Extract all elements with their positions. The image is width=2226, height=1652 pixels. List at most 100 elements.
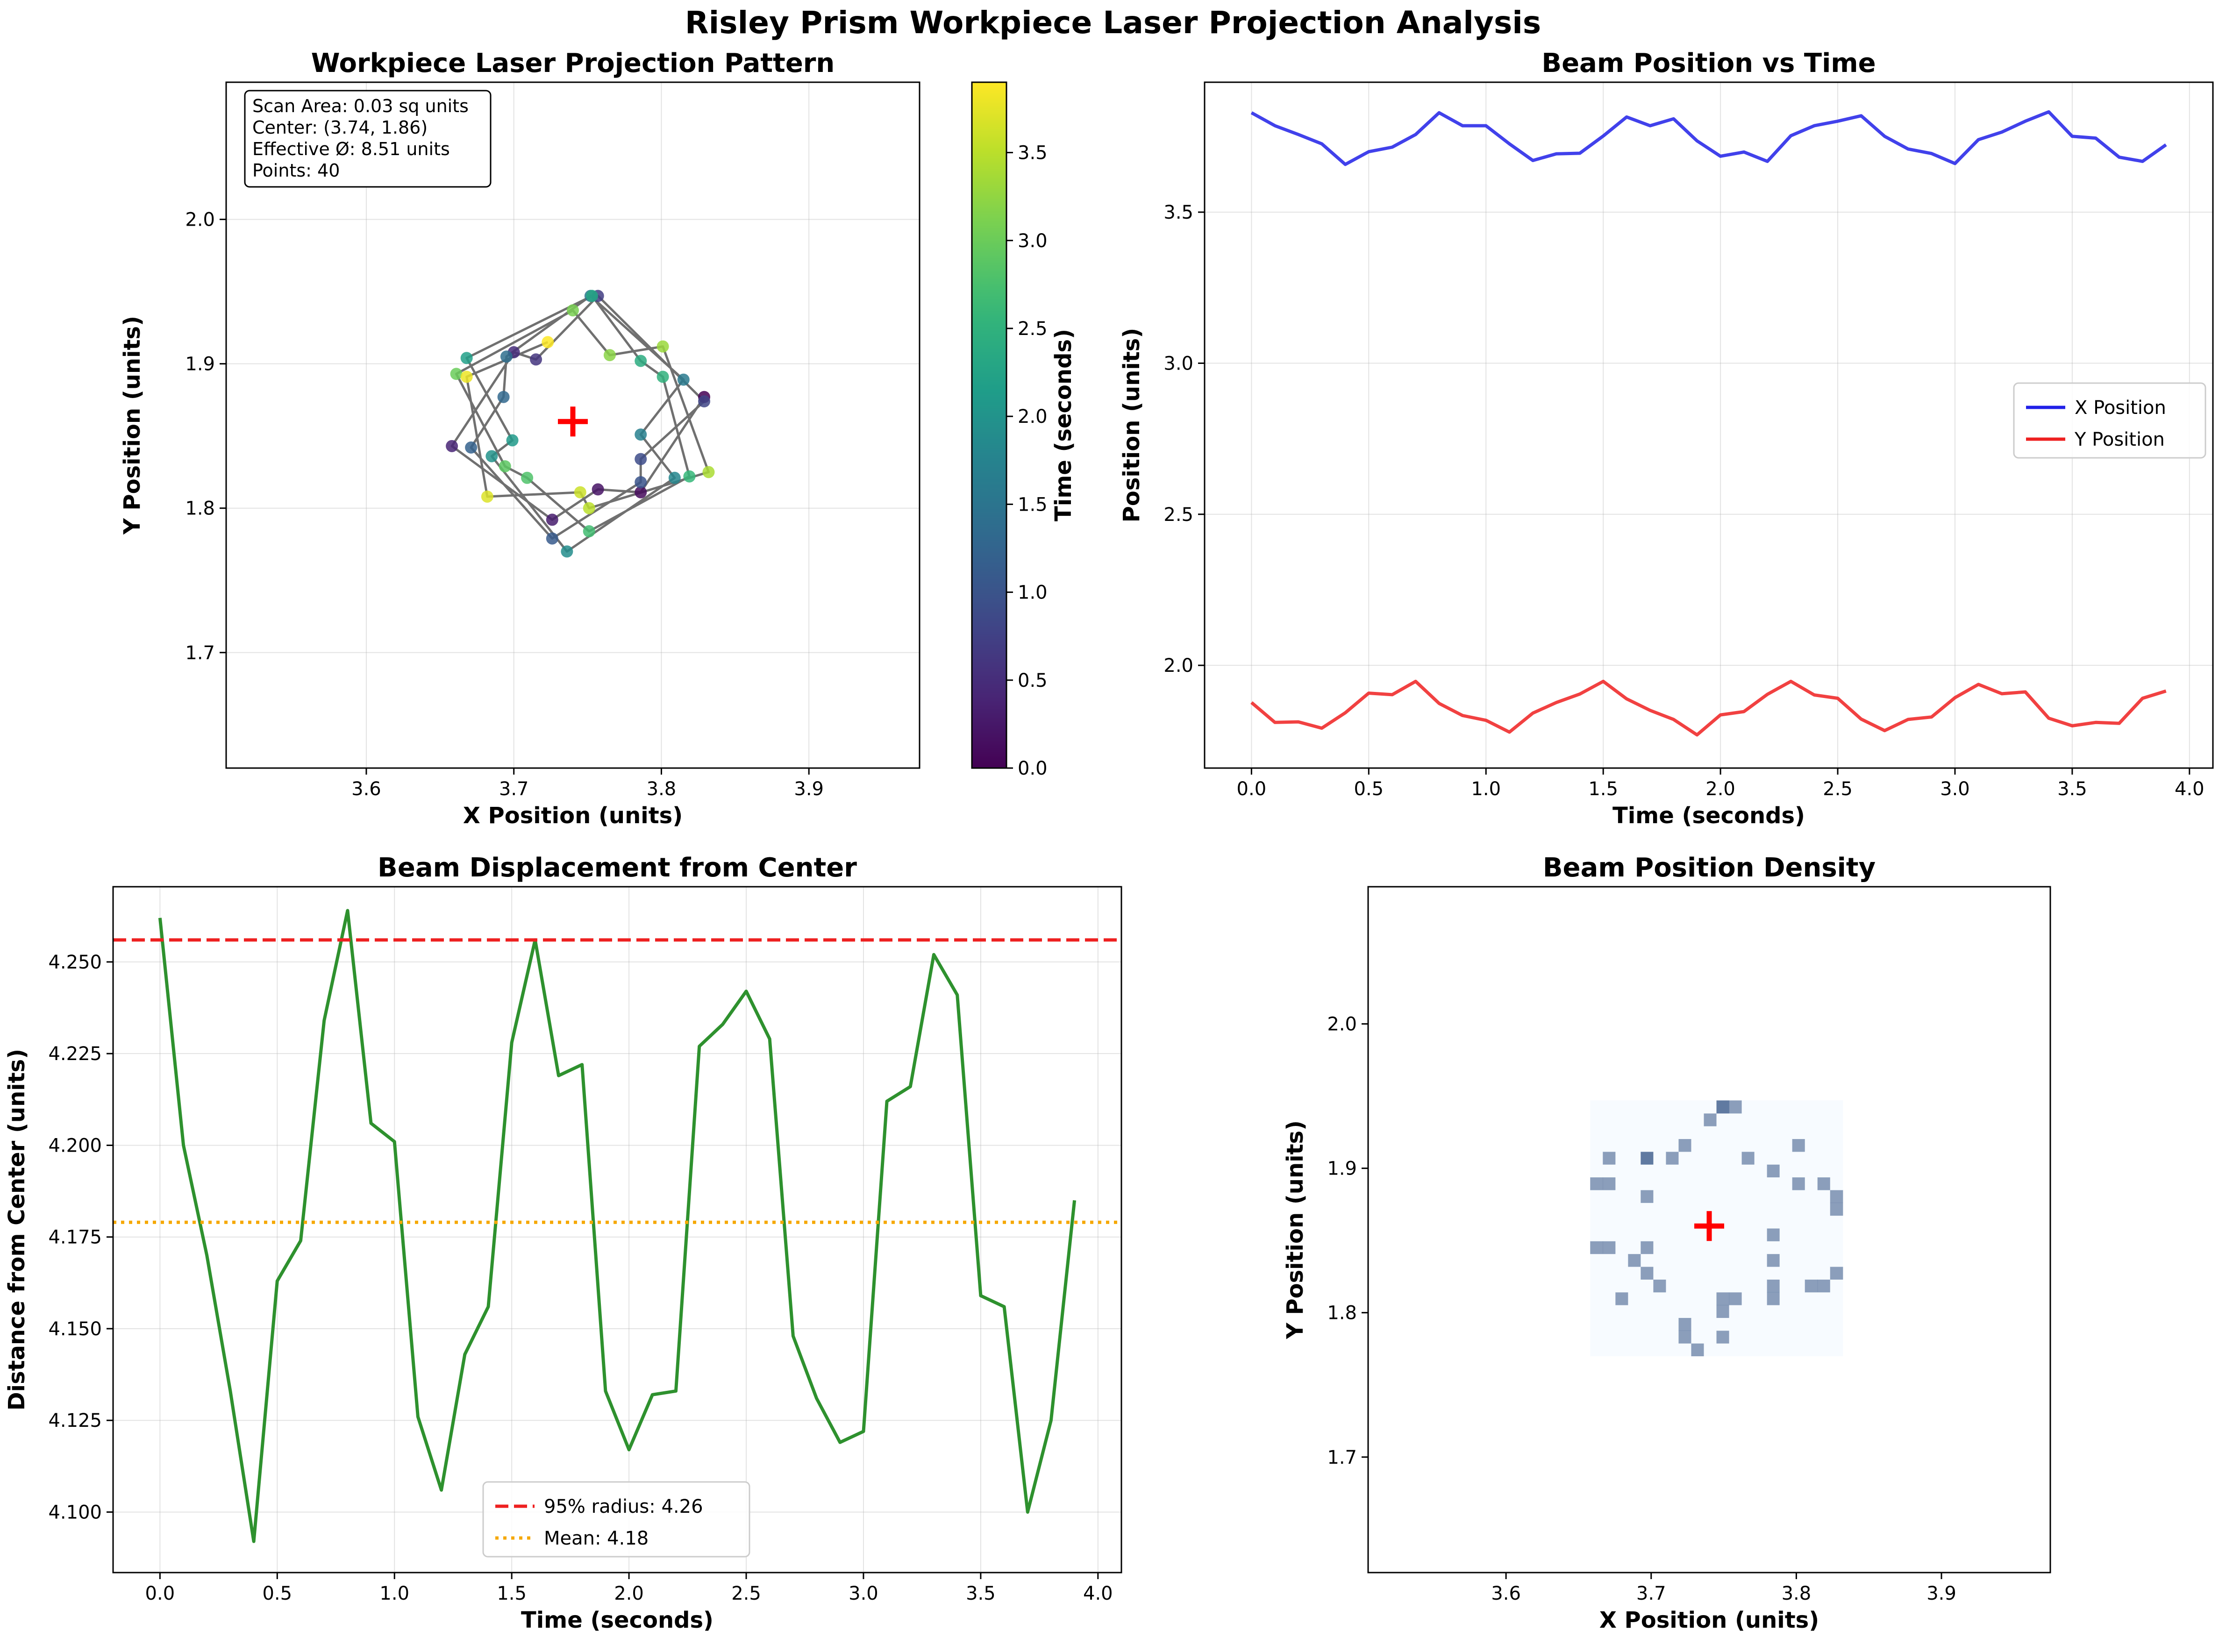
density-cell: [1615, 1279, 1628, 1293]
plot-background: [113, 887, 1121, 1573]
density-cell: [1666, 1266, 1679, 1280]
density-cell: [1704, 1253, 1717, 1267]
density-cell: [1741, 1343, 1755, 1357]
scan-point: [668, 471, 681, 484]
density-cell: [1767, 1113, 1780, 1126]
x-tick-label: 0.0: [1237, 778, 1267, 800]
y-tick-label: 1.9: [185, 354, 215, 375]
density-cell: [1754, 1241, 1768, 1254]
density-cell: [1792, 1241, 1805, 1254]
density-cell: [1817, 1305, 1831, 1318]
density-cell: [1716, 1343, 1730, 1357]
density-cell: [1741, 1305, 1755, 1318]
plot-area: [1590, 1100, 1843, 1357]
density-cell: [1641, 1305, 1654, 1318]
series-line: [1250, 679, 2167, 737]
density-cell: [1729, 1100, 1742, 1114]
density-cell: [1792, 1343, 1805, 1357]
density-cell: [1729, 1241, 1742, 1254]
density-cell: [1691, 1228, 1705, 1241]
colorbar-label: Time (seconds): [1050, 329, 1077, 521]
density-cell: [1628, 1203, 1641, 1216]
density-cell: [1830, 1292, 1843, 1305]
density-cell: [1805, 1228, 1818, 1241]
density-cell: [1691, 1100, 1705, 1114]
density-cell: [1678, 1100, 1692, 1114]
density-cell: [1805, 1343, 1818, 1357]
density-cell: [1678, 1292, 1692, 1305]
y-axis-label: Position (units): [1119, 328, 1145, 523]
density-cell: [1729, 1203, 1742, 1216]
density-cell: [1830, 1126, 1843, 1139]
density-cell: [1817, 1317, 1831, 1331]
density-cell: [1729, 1151, 1742, 1165]
density-cell: [1830, 1228, 1843, 1241]
density-cell: [1704, 1279, 1717, 1293]
density-cell: [1716, 1203, 1730, 1216]
scan-point: [567, 304, 579, 317]
density-cell: [1830, 1305, 1843, 1318]
y-tick-label: 3.5: [1163, 202, 1193, 223]
density-cell: [1691, 1279, 1705, 1293]
density-cell: [1628, 1113, 1641, 1126]
density-cell: [1716, 1164, 1730, 1178]
scan-point: [635, 355, 647, 367]
scan-point: [499, 460, 511, 473]
density-cell: [1716, 1100, 1730, 1114]
density-cell: [1653, 1189, 1667, 1203]
density-cell: [1729, 1164, 1742, 1178]
density-cell: [1805, 1317, 1818, 1331]
scan-point: [546, 532, 558, 545]
y-tick-label: 1.8: [185, 498, 215, 520]
density-cell: [1603, 1189, 1616, 1203]
scan-point: [546, 513, 558, 526]
y-tick-label: 4.125: [48, 1410, 102, 1431]
x-tick-label: 0.5: [1354, 778, 1384, 800]
density-cell: [1729, 1228, 1742, 1241]
scan-point: [530, 353, 542, 366]
density-cell: [1615, 1126, 1628, 1139]
scan-point: [506, 434, 519, 447]
scan-point: [583, 525, 595, 538]
y-tick-label: 1.8: [1327, 1303, 1357, 1324]
density-cell: [1805, 1215, 1818, 1229]
density-cell: [1653, 1292, 1667, 1305]
density-cell: [1590, 1215, 1603, 1229]
density-panel: 3.6 3.7 3.8 3.9 1.7 1.8 1.9 2.0 Beam Position De…: [1282, 853, 2051, 1633]
grid: [113, 887, 1121, 1573]
density-cell: [1754, 1266, 1768, 1280]
density-cell: [1779, 1215, 1793, 1229]
density-cell: [1691, 1292, 1705, 1305]
density-cell: [1767, 1215, 1780, 1229]
density-cell: [1590, 1139, 1603, 1152]
density-cell: [1779, 1343, 1793, 1357]
density-cell: [1590, 1305, 1603, 1318]
density-cell: [1641, 1266, 1654, 1280]
density-cell: [1805, 1189, 1818, 1203]
density-cell: [1817, 1253, 1831, 1267]
density-cell: [1704, 1305, 1717, 1318]
density-cell: [1603, 1292, 1616, 1305]
density-cell: [1741, 1203, 1755, 1216]
scan-point: [446, 440, 458, 452]
y-tick-label: 2.0: [1327, 1014, 1357, 1035]
density-cell: [1615, 1241, 1628, 1254]
density-cell: [1817, 1228, 1831, 1241]
scan-point: [635, 453, 647, 465]
y-tick-label: 1.7: [185, 642, 215, 664]
plot-area: [446, 290, 715, 558]
density-cell: [1691, 1203, 1705, 1216]
density-cell: [1678, 1343, 1692, 1357]
density-cell: [1716, 1279, 1730, 1293]
density-cell: [1678, 1113, 1692, 1126]
plot-frame: [225, 81, 920, 769]
panel-title: Beam Position Density: [1543, 853, 1876, 883]
y-tick-label: 2.0: [1163, 655, 1193, 676]
density-cell: [1767, 1266, 1780, 1280]
density-cell: [1590, 1164, 1603, 1178]
density-cell: [1678, 1215, 1692, 1229]
density-cell: [1792, 1113, 1805, 1126]
density-cell: [1741, 1215, 1755, 1229]
density-cell: [1704, 1266, 1717, 1280]
